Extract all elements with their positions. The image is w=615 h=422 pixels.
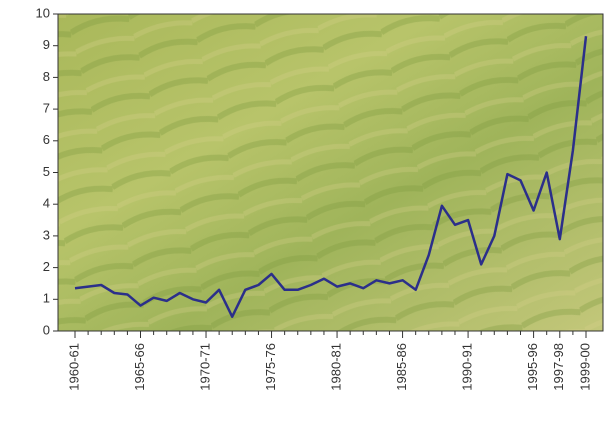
x-tick-label: 1975-76	[263, 343, 278, 391]
y-tick-label: 9	[43, 37, 50, 52]
x-tick-label: 1960-61	[66, 343, 81, 391]
y-tick-label: 8	[43, 69, 50, 84]
data-line	[74, 36, 588, 318]
y-tick-label: 5	[43, 164, 50, 179]
x-tick-label: 1980-81	[328, 343, 343, 391]
y-tick-label: 7	[43, 101, 50, 116]
x-tick-label: 1990-91	[460, 343, 475, 391]
x-tick-label: 1997-98	[551, 343, 566, 391]
x-tick-label: 1970-71	[197, 343, 212, 391]
y-tick-label: 10	[36, 5, 50, 20]
x-tick-label: 1995-96	[525, 343, 540, 391]
plot-texture	[58, 14, 603, 331]
y-tick-label: 6	[43, 132, 50, 147]
y-tick-label: 3	[43, 227, 50, 242]
y-tick-label: 4	[43, 196, 50, 211]
x-tick-label: 1999-00	[577, 343, 592, 391]
y-tick-label: 0	[43, 322, 50, 337]
y-tick-label: 2	[43, 259, 50, 274]
x-tick-label: 1985-86	[394, 343, 409, 391]
y-tick-label: 1	[43, 291, 50, 306]
x-tick-label: 1965-66	[132, 343, 147, 391]
